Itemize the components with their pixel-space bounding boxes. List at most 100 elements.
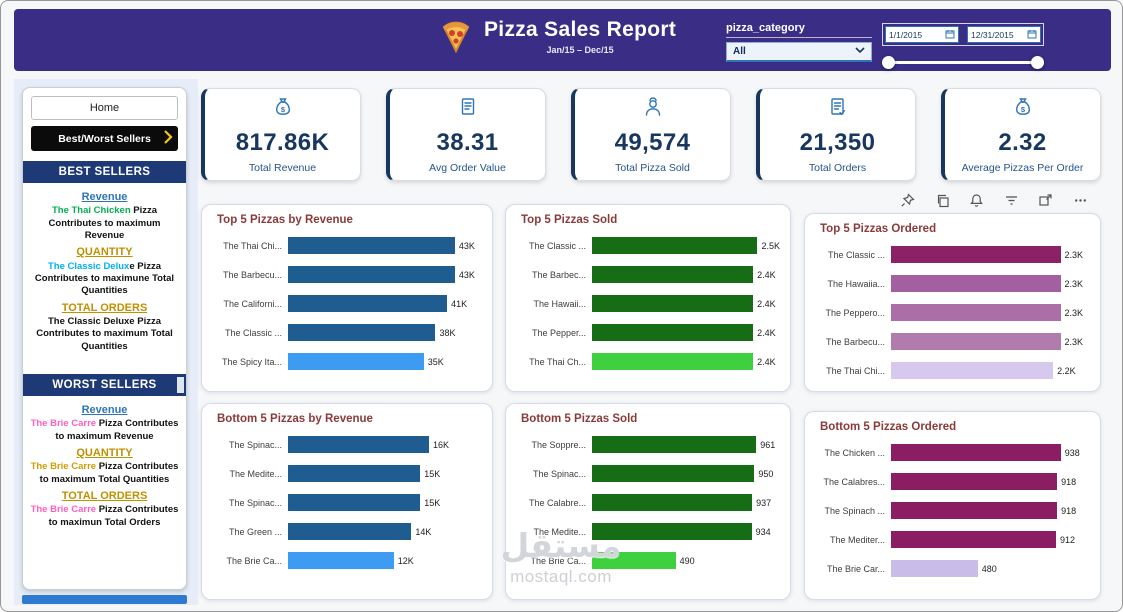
value-label: 950	[758, 468, 774, 479]
bar[interactable]	[288, 266, 455, 283]
svg-text:$: $	[280, 105, 285, 114]
slider-handle-end[interactable]	[1031, 56, 1044, 69]
chevron-down-icon	[855, 46, 865, 57]
category-label: The Peppero...	[825, 307, 885, 318]
filter-icon[interactable]	[1003, 192, 1020, 209]
bottom5-sold-chart: Bottom 5 Pizzas Sold The Soppre... 961 The…	[505, 403, 791, 600]
bar[interactable]	[288, 237, 455, 254]
chart-row: The Calabres... 918	[815, 467, 1090, 496]
pin-icon[interactable]	[899, 192, 916, 209]
start-date-input[interactable]: 1/1/2015	[885, 26, 959, 43]
bar[interactable]	[592, 324, 754, 341]
focus-mode-icon[interactable]	[1037, 192, 1054, 209]
bar[interactable]	[891, 502, 1058, 519]
text-segment: Pizza Contributes to maximun Total Order…	[48, 504, 179, 528]
bar[interactable]	[288, 523, 412, 540]
bar-track: 912	[891, 531, 1090, 548]
start-date-value: 1/1/2015	[889, 29, 923, 40]
bar[interactable]	[891, 304, 1061, 321]
bar[interactable]	[891, 362, 1054, 379]
category-label: The Barbecu...	[222, 269, 282, 280]
bar[interactable]	[891, 333, 1061, 350]
chart-row: The Calabre... 937	[516, 488, 780, 517]
report-brand: Pizza Sales Report Jan/15 – Dec/15	[438, 18, 676, 59]
chart-row: The Hawaiia... 2.3K	[815, 269, 1090, 298]
worst-quantity-line: The Brie Carre Pizza Contributes to maxi…	[31, 461, 179, 484]
page-title: Pizza Sales Report	[484, 18, 677, 41]
date-range-slider[interactable]	[882, 55, 1044, 69]
bar[interactable]	[592, 552, 676, 569]
bar[interactable]	[592, 295, 754, 312]
chart-rows: The Classic ... 2.5K The Barbec... 2.4K The …	[516, 231, 780, 376]
category-label: The Chicken ...	[824, 447, 885, 458]
kpi-label: Average Pizzas Per Order	[961, 162, 1084, 174]
worst-revenue-heading: Revenue	[81, 403, 128, 416]
text-segment: e Pizza Contributes to maximune Total Qu…	[34, 260, 175, 297]
bar-track: 938	[891, 444, 1090, 461]
category-label: The Brie Ca...	[530, 555, 586, 566]
bar[interactable]	[288, 324, 436, 341]
bar-track: 2.3K	[891, 333, 1090, 350]
worst-sellers-text: Revenue The Brie Carre Pizza Contributes…	[23, 396, 186, 537]
bottom5-ordered-chart: Bottom 5 Pizzas Ordered The Chicken ... 9…	[804, 411, 1101, 600]
home-button[interactable]: Home	[31, 96, 178, 120]
chart-rows: The Chicken ... 938 The Calabres... 918 The …	[815, 438, 1090, 583]
bar[interactable]	[592, 523, 752, 540]
pizza-category-label: pizza_category	[726, 22, 872, 38]
slider-track[interactable]	[888, 61, 1038, 64]
bar[interactable]	[592, 353, 754, 370]
kpi-card-total-orders: 21,350 Total Orders	[756, 88, 916, 181]
chart-rows: The Soppre... 961 The Spinac... 950 The Cala…	[516, 430, 780, 575]
kpi-card-total-pizza-sold: 49,574 Total Pizza Sold	[571, 88, 731, 181]
scrollbar-thumb[interactable]	[177, 376, 184, 393]
top5-ordered-chart: Top 5 Pizzas Ordered The Classic ... 2.3K…	[804, 213, 1101, 392]
slider-handle-start[interactable]	[882, 56, 895, 69]
bar[interactable]	[891, 246, 1061, 263]
highlight-text: The Brie Carre	[30, 418, 97, 430]
worst-orders-line: The Brie Carre Pizza Contributes to maxi…	[31, 504, 179, 527]
bar[interactable]	[288, 552, 394, 569]
bar-track: 12K	[288, 552, 482, 569]
bar-track: 918	[891, 473, 1090, 490]
chart-rows: The Spinac... 16K The Medite... 15K The Spin…	[212, 430, 482, 575]
value-label: 934	[755, 526, 771, 537]
end-date-input[interactable]: 12/31/2015	[967, 26, 1041, 43]
bar[interactable]	[592, 494, 753, 511]
bar[interactable]	[288, 295, 448, 312]
kpi-value: 817.86K	[235, 128, 330, 156]
bar-track: 2.5K	[592, 237, 780, 254]
bar[interactable]	[288, 494, 421, 511]
value-label: 16K	[433, 439, 450, 450]
bar[interactable]	[592, 266, 754, 283]
bar[interactable]	[592, 465, 755, 482]
bar[interactable]	[891, 444, 1061, 461]
bar[interactable]	[891, 560, 978, 577]
bar[interactable]	[592, 237, 758, 254]
best-orders-heading: TOTAL ORDERS	[61, 301, 148, 314]
bar[interactable]	[592, 436, 757, 453]
value-label: 2.5K	[761, 240, 780, 251]
bar[interactable]	[891, 531, 1056, 548]
copy-icon[interactable]	[934, 192, 951, 209]
bar[interactable]	[288, 353, 424, 370]
kpi-card-avg-order-value: 38.31 Avg Order Value	[386, 88, 546, 181]
bar[interactable]	[891, 473, 1058, 490]
chart-row: The Brie Ca... 490	[516, 546, 780, 575]
best-worst-sellers-button[interactable]: Best/Worst Sellers	[31, 126, 178, 151]
more-options-icon[interactable]	[1072, 192, 1089, 209]
category-label: The Classic ...	[224, 327, 282, 338]
horizontal-scrollbar[interactable]	[22, 595, 187, 604]
pizza-category-dropdown[interactable]: All	[726, 42, 872, 62]
bell-icon[interactable]	[968, 192, 985, 209]
value-label: 35K	[427, 356, 444, 367]
value-label: 15K	[424, 497, 441, 508]
category-label: The Medite...	[533, 526, 586, 537]
bar[interactable]	[891, 275, 1061, 292]
bar-track: 2.4K	[592, 266, 780, 283]
bar[interactable]	[288, 465, 421, 482]
kpi-value: 49,574	[614, 128, 691, 156]
bar[interactable]	[288, 436, 430, 453]
bar-track: 961	[592, 436, 780, 453]
chevron-right-icon	[164, 130, 173, 147]
